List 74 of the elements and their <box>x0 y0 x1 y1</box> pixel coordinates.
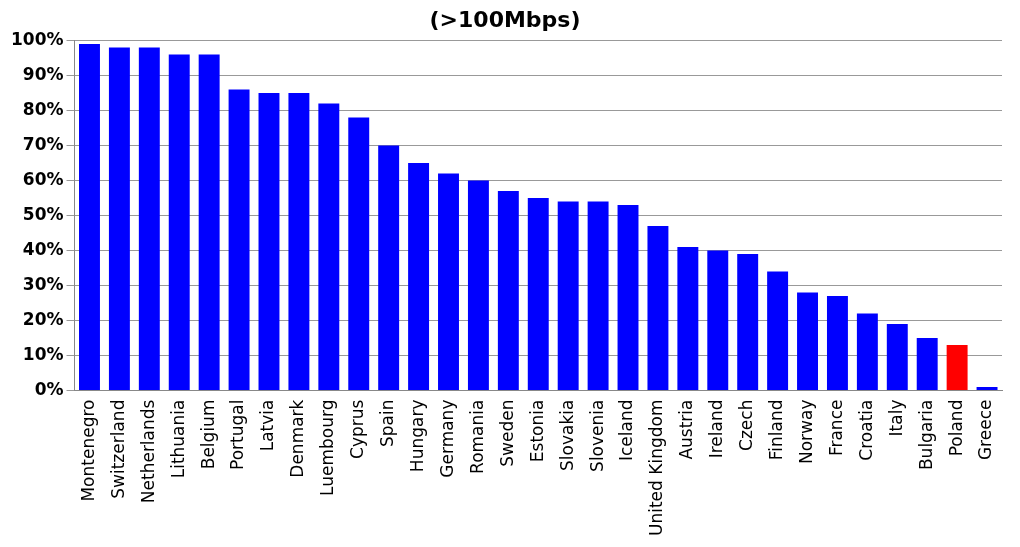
x-tick-label: Hungary <box>407 399 428 473</box>
bar <box>976 387 998 391</box>
x-tick-label: Cyprus <box>347 399 368 459</box>
x-tick-label: Bulgaria <box>915 399 936 471</box>
x-tick-label: Italy <box>885 399 906 437</box>
x-tick-label: Switzerland <box>107 399 128 499</box>
x-tick-label: Luembourg <box>317 399 338 496</box>
x-tick-label: France <box>825 399 846 457</box>
x-tick-label: Latvia <box>257 399 278 452</box>
bar <box>318 103 340 391</box>
bar <box>438 173 459 391</box>
x-tick-label: Estonia <box>526 399 547 463</box>
y-tick-label: 20% <box>22 308 64 329</box>
bar <box>677 246 699 391</box>
y-tick-label: 40% <box>22 238 64 259</box>
bar <box>228 89 250 391</box>
bar <box>527 197 549 391</box>
x-tick-label: Finland <box>766 399 787 461</box>
bar <box>587 201 609 391</box>
bar <box>198 54 220 391</box>
x-tick-label: Denmark <box>287 399 308 478</box>
y-tick-label: 10% <box>22 343 64 364</box>
x-tick-label: Iceland <box>616 399 637 462</box>
y-tick-label: 60% <box>22 168 64 189</box>
bar <box>108 47 130 391</box>
x-tick-label: Netherlands <box>137 399 158 504</box>
bar <box>767 271 789 391</box>
bar <box>826 296 848 391</box>
bar <box>797 292 818 391</box>
bar <box>138 47 160 391</box>
x-tick-label: United Kingdom <box>646 399 667 536</box>
bar <box>258 92 280 391</box>
bar <box>288 92 310 391</box>
y-tick-label: 100% <box>10 28 64 49</box>
x-tick-label: Greece <box>975 399 996 461</box>
y-tick-label: 50% <box>22 203 64 224</box>
bar <box>467 180 489 391</box>
x-tick-label: Romania <box>466 399 487 474</box>
bar <box>497 190 519 391</box>
y-tick-label: 0% <box>34 378 64 399</box>
x-tick-label: Portugal <box>227 399 248 470</box>
x-tick-label: Germany <box>436 399 457 478</box>
x-tick-label: Austria <box>676 399 697 460</box>
y-tick-label: 70% <box>22 133 64 154</box>
x-tick-label: Montenegro <box>77 399 98 502</box>
bar <box>168 54 190 391</box>
bar <box>617 204 639 391</box>
x-tick-label: Lithuania <box>167 399 188 479</box>
x-tick-label: Belgium <box>197 399 218 470</box>
x-tick-label: Slovenia <box>586 399 607 472</box>
bar <box>916 338 938 391</box>
bar <box>737 253 759 391</box>
bar <box>348 117 370 391</box>
x-tick-label: Sweden <box>496 399 517 467</box>
bar <box>886 324 908 391</box>
x-tick-label: Croatia <box>855 399 876 461</box>
bar <box>557 201 579 391</box>
bar <box>408 162 430 391</box>
bar <box>856 313 878 391</box>
bar <box>378 145 400 391</box>
x-tick-label: Poland <box>945 399 966 457</box>
bar <box>79 43 100 391</box>
y-tick-label: 80% <box>22 98 64 119</box>
chart-title: (>100Mbps) <box>429 6 581 32</box>
x-tick-label: Norway <box>795 399 816 465</box>
y-tick-label: 90% <box>22 63 64 84</box>
x-tick-label: Spain <box>377 399 398 448</box>
x-tick-label: Slovakia <box>556 399 577 471</box>
bar <box>946 345 968 391</box>
y-tick-label: 30% <box>22 273 64 294</box>
bar <box>707 250 729 391</box>
x-tick-label: Czech <box>736 399 757 451</box>
bar <box>647 225 669 391</box>
x-tick-label: Ireland <box>706 399 727 459</box>
